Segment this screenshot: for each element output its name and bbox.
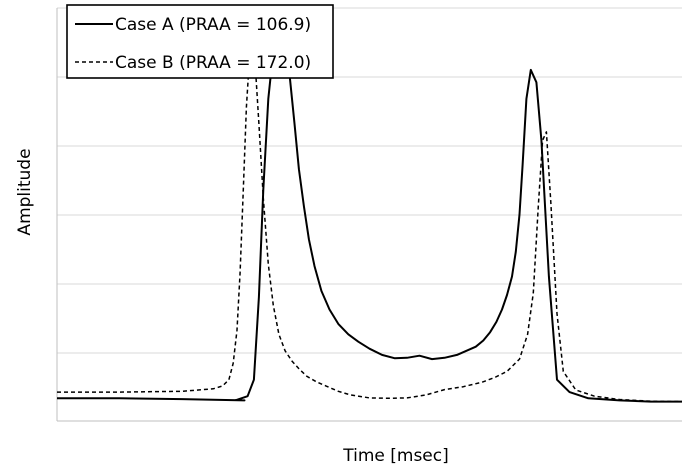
legend-box bbox=[66, 4, 334, 79]
x-axis-label: Time [msec] bbox=[342, 446, 449, 466]
series-line-case-b bbox=[57, 50, 683, 403]
series-layer bbox=[57, 29, 683, 403]
legend-label-case-b: Case B (PRAA = 172.0) bbox=[115, 53, 311, 73]
legend-label-case-a: Case A (PRAA = 106.9) bbox=[115, 15, 311, 35]
series-line-case-a bbox=[57, 29, 682, 403]
legend: Case A (PRAA = 106.9) Case B (PRAA = 172… bbox=[66, 4, 334, 79]
axes bbox=[56, 8, 682, 422]
y-axis-label: Amplitude bbox=[15, 148, 35, 235]
